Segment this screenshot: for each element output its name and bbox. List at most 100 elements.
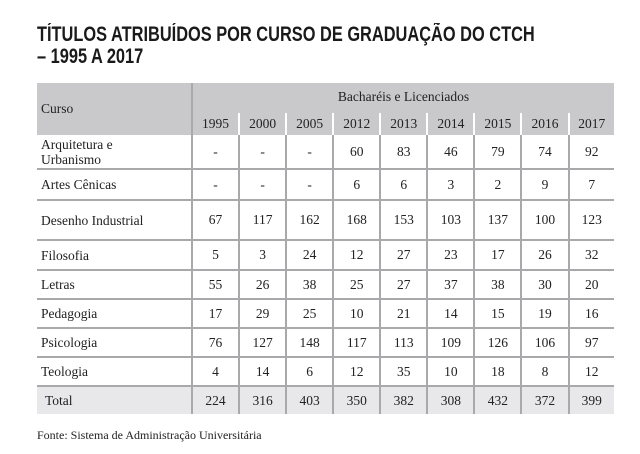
cell-value: 2 (473, 168, 522, 200)
cell-value: 100 (520, 199, 569, 240)
cell-value: 399 (567, 385, 614, 414)
cell-value: 126 (473, 327, 522, 357)
cell-value: 113 (379, 327, 428, 357)
cell-value: 117 (332, 327, 381, 357)
cell-value: 316 (238, 385, 287, 414)
cell-value: 76 (190, 327, 240, 357)
cell-value: 148 (285, 327, 334, 357)
cell-value: 3 (426, 168, 475, 200)
course-header: Curso (37, 83, 193, 135)
cell-value: 37 (426, 269, 475, 299)
cell-value: 17 (190, 298, 240, 328)
year-header: 2017 (567, 112, 614, 135)
cell-value: 20 (567, 269, 614, 299)
cell-value: 432 (473, 385, 522, 414)
course-name: Arquitetura e Urbanismo (41, 136, 113, 167)
cell-value: 19 (520, 298, 569, 328)
year-header: 2012 (332, 112, 381, 135)
cell-value: 162 (285, 199, 334, 240)
cell-value: 55 (190, 269, 240, 299)
cell-value: 26 (520, 239, 569, 270)
total-row: Total 224 316 403 350 382 308 432 372 399 (37, 385, 614, 414)
cell-value: 35 (379, 356, 428, 386)
cell-value: 117 (238, 199, 287, 240)
cell-value: 168 (332, 199, 381, 240)
cell-value: 15 (473, 298, 522, 328)
cell-value: 17 (473, 239, 522, 270)
cell-value: 79 (473, 135, 522, 169)
cell-value: 25 (285, 298, 334, 328)
table-row: Filosofia 5 3 24 12 27 23 17 26 32 (37, 239, 614, 270)
group-header: Bacharéis e Licenciados (192, 83, 614, 112)
cell-value: 10 (332, 298, 381, 328)
cell-value: 14 (426, 298, 475, 328)
cell-value: 137 (473, 199, 522, 240)
cell-value: 14 (238, 356, 287, 386)
course-name: Total (37, 385, 192, 414)
cell-value: 25 (332, 269, 381, 299)
table-row: Teologia 4 14 6 12 35 10 18 8 12 (37, 356, 614, 386)
course-name: Artes Cênicas (37, 168, 192, 200)
course-name: Pedagogia (37, 298, 192, 328)
cell-value: 16 (567, 298, 614, 328)
cell-value: 21 (379, 298, 428, 328)
year-header: 2013 (379, 112, 428, 135)
cell-value: - (285, 135, 334, 169)
cell-value: 4 (190, 356, 240, 386)
cell-value: 106 (520, 327, 569, 357)
cell-value: 103 (426, 199, 475, 240)
cell-value: 224 (190, 385, 240, 414)
table-row: Letras 55 26 38 25 27 37 38 30 20 (37, 269, 614, 299)
cell-value: 6 (332, 168, 381, 200)
year-header: 2016 (520, 112, 569, 135)
cell-value: 97 (567, 327, 614, 357)
cell-value: - (238, 168, 287, 200)
year-header: 2015 (473, 112, 522, 135)
cell-value: 382 (379, 385, 428, 414)
cell-value: 27 (379, 269, 428, 299)
cell-value: 12 (332, 356, 381, 386)
year-header: 2005 (285, 112, 334, 135)
table-row: Psicologia 76 127 148 117 113 109 126 106 97 (37, 327, 614, 357)
cell-value: 6 (379, 168, 428, 200)
cell-value: 5 (190, 239, 240, 270)
cell-value: 12 (332, 239, 381, 270)
cell-value: 26 (238, 269, 287, 299)
cell-value: 123 (567, 199, 614, 240)
cell-value: 27 (379, 239, 428, 270)
course-name: Teologia (37, 356, 192, 386)
title-line-1: TÍTULOS ATRIBUÍDOS POR CURSO DE GRADUAÇÃ… (37, 23, 535, 46)
cell-value: 74 (520, 135, 569, 169)
cell-value: - (285, 168, 334, 200)
cell-value: 153 (379, 199, 428, 240)
page-title: TÍTULOS ATRIBUÍDOS POR CURSO DE GRADUAÇÃ… (37, 24, 583, 68)
cell-value: 372 (520, 385, 569, 414)
cell-value: 350 (332, 385, 381, 414)
cell-value: 38 (473, 269, 522, 299)
cell-value: - (190, 135, 240, 169)
cell-value: 403 (285, 385, 334, 414)
cell-value: 60 (332, 135, 381, 169)
cell-value: 12 (567, 356, 614, 386)
source-note: Fonte: Sistema de Administração Universi… (37, 428, 262, 442)
cell-value: 7 (567, 168, 614, 200)
year-header-row: 1995 2000 2005 2012 2013 2014 2015 2016 2017 (37, 112, 614, 135)
table-row: Artes Cênicas - - -6 6 3 2 9 7 (37, 168, 614, 200)
cell-value: 92 (567, 135, 614, 169)
titles-table: Curso Bacharéis e Licenciados 1995 2000 20… (37, 83, 614, 414)
course-name: Desenho Industrial (37, 199, 192, 240)
cell-value: 83 (379, 135, 428, 169)
cell-value: 38 (285, 269, 334, 299)
cell-value: 29 (238, 298, 287, 328)
cell-value: - (190, 168, 240, 200)
course-name: Letras (37, 269, 192, 299)
cell-value: 10 (426, 356, 475, 386)
cell-value: 67 (190, 199, 240, 240)
cell-value: 24 (285, 239, 334, 270)
title-line-2: – 1995 A 2017 (37, 45, 144, 68)
year-header: 2014 (426, 112, 475, 135)
cell-value: 9 (520, 168, 569, 200)
cell-value: 23 (426, 239, 475, 270)
cell-value: 46 (426, 135, 475, 169)
cell-value: 3 (238, 239, 287, 270)
